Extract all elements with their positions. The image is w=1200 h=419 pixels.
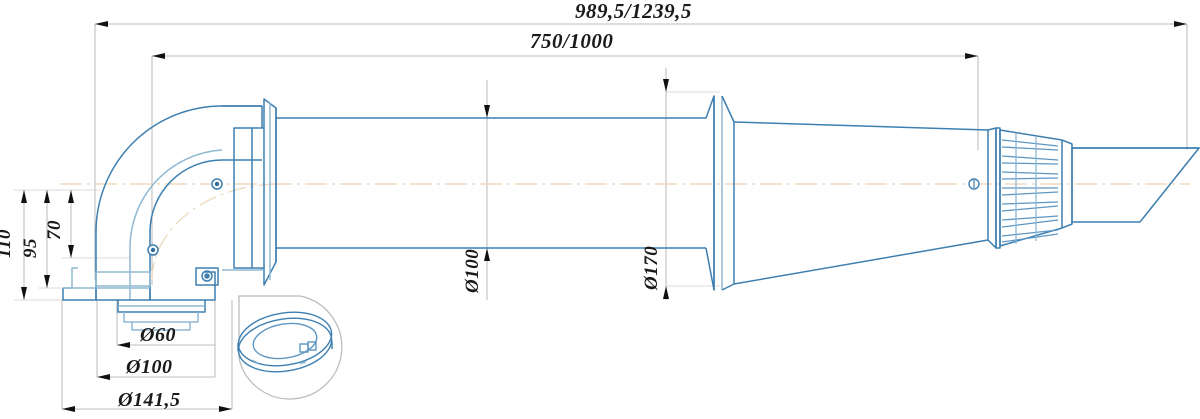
bolt-marker-lower <box>147 244 159 256</box>
louver-slat <box>1001 139 1059 151</box>
expansion-joint-flare <box>705 95 715 291</box>
overall-length-label: 989,5/1239,5 <box>575 0 692 23</box>
louver-slat <box>1001 187 1059 196</box>
inner-diameter-label: Ø100 <box>462 249 483 294</box>
wind-deflector <box>1071 147 1200 223</box>
outer-diameter-label: Ø170 <box>641 246 662 291</box>
detail-flange-ring <box>237 311 333 373</box>
wall-plate-lip <box>63 267 78 289</box>
height-110-label: 110 <box>0 229 15 258</box>
elbow-outer-wall <box>95 105 262 300</box>
height-70-label: 70 <box>44 220 65 240</box>
bolt-marker-terminal <box>968 178 980 190</box>
wall-plate-bolt-pad <box>195 267 219 286</box>
outlet-diameter-60-label: Ø60 <box>139 324 176 346</box>
dimension-arrowheads <box>21 21 1187 412</box>
outer-pipe-b-top <box>733 121 989 131</box>
wall-plate-bolt-center-icon <box>204 273 210 279</box>
pipe-collar-ring <box>233 127 253 269</box>
terminal-louver-slats <box>1001 133 1059 244</box>
elbow-centerline-arc <box>151 183 281 281</box>
outlet-diameter-1415-label: Ø141,5 <box>117 389 180 411</box>
outlet-stub-ring-3 <box>131 322 191 331</box>
louver-slat <box>1001 215 1059 228</box>
bolt-markers <box>147 178 980 256</box>
dimension-network <box>14 23 1188 410</box>
expansion-joint-flare-r <box>721 95 735 291</box>
elbow-bottom-collar <box>95 271 151 287</box>
outer-pipe-b-bot <box>733 239 989 285</box>
louver-slat <box>1001 229 1059 243</box>
outlet-stub-ring-2 <box>123 312 199 323</box>
louver-slat <box>1001 171 1059 180</box>
louver-slat <box>1001 155 1059 165</box>
balloon-teardrop-outline <box>238 295 343 400</box>
pipe-length-label: 750/1000 <box>530 29 613 53</box>
collar-shoulder-top <box>222 105 263 128</box>
height-95-label: 95 <box>20 238 41 258</box>
terminal-cap-body <box>987 127 997 249</box>
deflector-outline <box>1071 147 1200 223</box>
flange-seal-detail-balloon <box>237 295 343 400</box>
elbow-inner-wall <box>149 159 262 300</box>
elbow-throat-curve <box>129 149 223 300</box>
bolt-marker-upper <box>211 178 223 190</box>
louver-slat <box>1001 201 1059 212</box>
wall-plate-bolt-icon <box>201 270 213 282</box>
outlet-diameter-100-label: Ø100 <box>125 356 172 378</box>
wall-plate <box>62 271 216 301</box>
